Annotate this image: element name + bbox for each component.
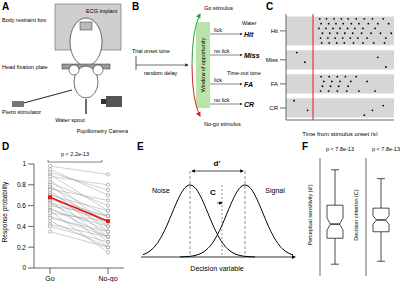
svg-text:CR: CR (269, 105, 278, 111)
svg-text:Go stimulus: Go stimulus (204, 5, 233, 11)
html-text:D: D (2, 141, 10, 152)
svg-text:no lick: no lick (214, 48, 230, 54)
svg-text:Response probability: Response probability (1, 181, 9, 242)
svg-text:ECG implant: ECG implant (86, 8, 118, 14)
svg-text:Pupillometry Camera: Pupillometry Camera (77, 128, 129, 134)
svg-text:Body restraint box: Body restraint box (2, 17, 47, 23)
svg-text:Miss: Miss (266, 57, 278, 63)
svg-text:Hit: Hit (271, 28, 279, 34)
svg-text:p < 2.2e-13: p < 2.2e-13 (61, 151, 89, 157)
svg-text:FA: FA (244, 81, 253, 88)
svg-text:CR: CR (244, 101, 254, 108)
svg-text:d': d' (214, 159, 221, 168)
svg-text:Water spout: Water spout (55, 117, 85, 123)
html-text:F: F (302, 141, 309, 152)
svg-text:Decision variable: Decision variable (190, 265, 243, 272)
svg-text:C: C (210, 188, 216, 197)
html-text:p < 7.8e-13: p < 7.8e-13 (372, 146, 400, 152)
svg-text:Time-out tone: Time-out tone (227, 70, 261, 76)
svg-text:Trial onset tone: Trial onset tone (132, 48, 170, 54)
svg-text:Head fixation plate: Head fixation plate (2, 64, 48, 70)
svg-text:0.8: 0.8 (17, 181, 26, 188)
svg-text:no lick: no lick (214, 97, 230, 103)
svg-text:lick: lick (214, 77, 222, 83)
svg-text:random delay: random delay (144, 70, 178, 76)
svg-text:lick: lick (214, 27, 222, 33)
svg-text:Window of opportunity: Window of opportunity (200, 38, 206, 93)
svg-text:No-go stimulus: No-go stimulus (204, 121, 241, 127)
svg-text:Miss: Miss (244, 52, 260, 59)
svg-text:Water: Water (242, 20, 257, 26)
svg-text:0: 0 (22, 264, 26, 271)
html-text:B: B (132, 1, 140, 12)
html-text:p < 7.8e-13: p < 7.8e-13 (326, 146, 354, 152)
html-text:E: E (137, 141, 144, 152)
svg-text:1: 1 (22, 160, 26, 167)
svg-text:0.2: 0.2 (17, 244, 26, 251)
svg-text:Go: Go (45, 275, 54, 282)
svg-text:Perceptual sensitivity (d'): Perceptual sensitivity (d') (307, 184, 313, 245)
svg-text:Hit: Hit (244, 31, 254, 38)
svg-text:No-go: No-go (98, 275, 117, 282)
svg-text:Noise: Noise (152, 187, 170, 194)
svg-text:Decision criterion (C): Decision criterion (C) (353, 189, 359, 241)
svg-text:0.6: 0.6 (17, 202, 26, 209)
html-text:A: A (2, 1, 10, 12)
svg-text:Piezo stimulator: Piezo stimulator (2, 109, 41, 115)
svg-text:0.4: 0.4 (17, 223, 26, 230)
svg-text:FA: FA (271, 81, 278, 87)
svg-text:Time from stimulus onset (s): Time from stimulus onset (s) (302, 131, 377, 136)
svg-text:Signal: Signal (265, 187, 285, 195)
html-text:C: C (266, 1, 274, 12)
